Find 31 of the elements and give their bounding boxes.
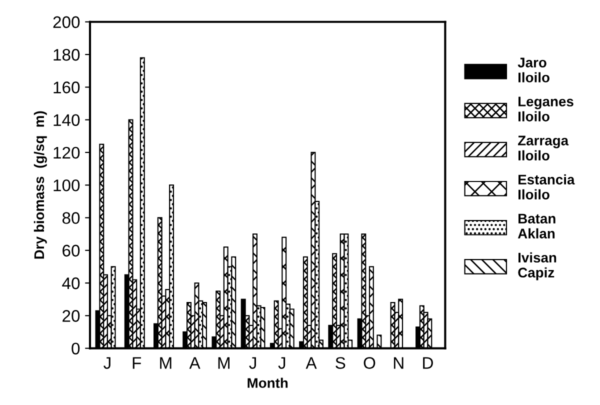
x-tick-label: M	[160, 357, 172, 369]
y-tick-label: 100	[54, 179, 80, 192]
x-tick-label: A	[306, 357, 317, 369]
x-tick-label: M	[218, 357, 230, 369]
x-axis-title: Month	[248, 378, 288, 388]
x-tick-label: S	[336, 357, 346, 369]
x-tick-label: N	[394, 357, 404, 369]
x-tick-label: O	[364, 357, 376, 369]
x-tick-label: J	[249, 357, 256, 369]
y-tick-label: 180	[54, 48, 80, 61]
legend-label: Batan Aklan	[518, 214, 556, 238]
y-tick-label: 140	[54, 114, 80, 126]
y-tick-label: 80	[62, 212, 80, 224]
y-tick-label: 40	[62, 277, 80, 290]
x-tick-label: A	[189, 357, 200, 369]
y-tick-label: 200	[53, 16, 80, 28]
legend-label: Zarraga Iloilo	[518, 136, 569, 160]
y-tick-label: 0	[72, 342, 80, 355]
x-tick-label: J	[104, 357, 110, 369]
y-axis-title: Dry biomass (g/sq m)	[34, 111, 47, 259]
y-tick-label: 60	[62, 244, 80, 257]
y-tick-label: 160	[54, 82, 80, 94]
x-tick-label: D	[423, 357, 433, 369]
y-tick-label: 20	[62, 310, 80, 322]
legend-label: Estancia Iloilo	[518, 174, 575, 200]
legend-label: Ivisan Capiz	[518, 252, 556, 280]
y-tick-label: 120	[54, 146, 80, 159]
legend-label: Leganes Iloilo	[518, 96, 574, 122]
x-tick-label: F	[132, 357, 142, 369]
legend-label: Jaro Iloilo	[518, 58, 550, 82]
x-tick-label: J	[278, 357, 286, 369]
